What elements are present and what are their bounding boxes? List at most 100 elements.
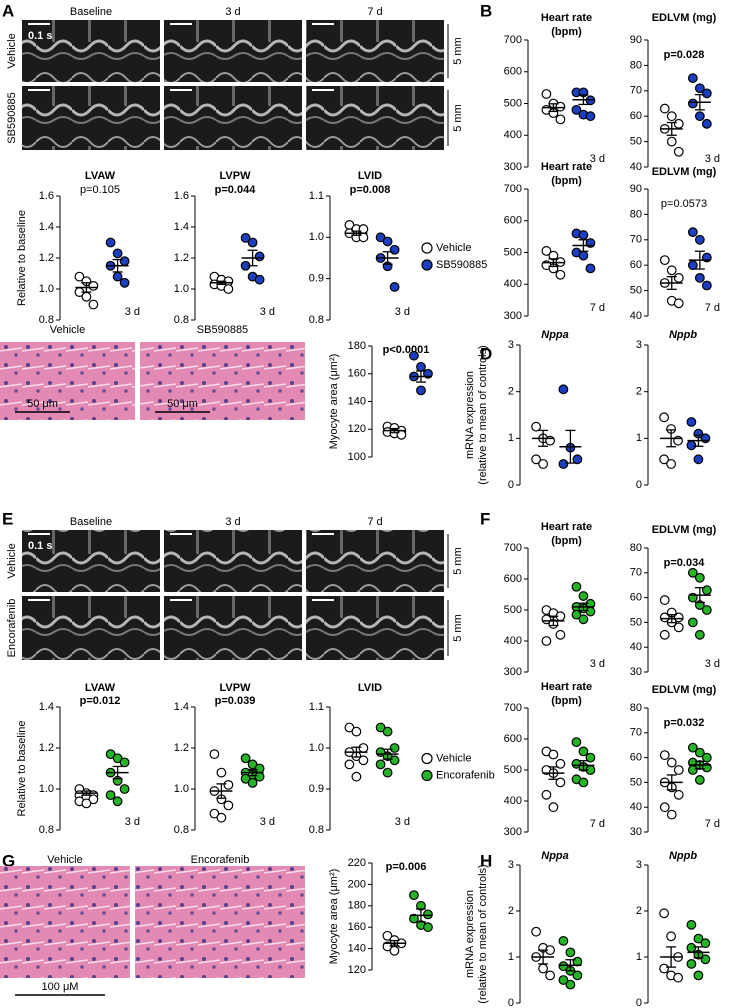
- data-point: [81, 798, 92, 809]
- data-point: [112, 248, 123, 259]
- data-point: [666, 809, 677, 820]
- data-point: [694, 273, 705, 283]
- y-axis-label: Relative to baseline: [16, 210, 28, 306]
- data-point: [687, 742, 698, 753]
- chart-title: Nppb: [669, 329, 697, 341]
- y-tick-label: 80: [630, 702, 642, 714]
- chart-title: Heart rate: [541, 161, 592, 173]
- p-value: p=0.006: [386, 861, 427, 873]
- data-point: [673, 972, 683, 983]
- data-point: [701, 88, 712, 99]
- data-point: [659, 750, 670, 761]
- y-tick-label: 2: [636, 386, 642, 398]
- y-tick-label: 1.6: [39, 190, 54, 202]
- histology-image: [0, 866, 130, 978]
- p-value: p=0.034: [664, 557, 706, 569]
- data-point: [105, 749, 116, 760]
- y-tick-label: 30: [630, 666, 642, 678]
- y-tick-label: 0: [508, 997, 514, 1008]
- data-point: [416, 361, 426, 372]
- data-point: [694, 572, 705, 583]
- data-point: [409, 913, 419, 924]
- chart-title: (bpm): [551, 26, 582, 38]
- column-label: Baseline: [70, 516, 112, 528]
- y-tick-label: 500: [504, 97, 522, 109]
- time-note: 3 d: [125, 816, 140, 828]
- data-point: [112, 271, 123, 282]
- y-tick-label: 600: [504, 66, 522, 78]
- data-point: [358, 224, 369, 234]
- y-tick-label: 0: [636, 997, 642, 1008]
- y-tick-label: 1.0: [174, 783, 189, 795]
- data-point: [666, 757, 677, 768]
- y-tick-label: 1.2: [39, 252, 54, 264]
- panel-label: H: [480, 851, 492, 870]
- data-point: [686, 417, 697, 427]
- y-tick-label: 100: [348, 451, 366, 463]
- echo-image: [306, 86, 444, 150]
- y-tick-label: 70: [630, 567, 642, 579]
- data-point: [223, 284, 234, 294]
- data-point: [396, 429, 407, 440]
- column-label: Vehicle: [47, 854, 82, 866]
- data-point: [578, 746, 589, 757]
- data-point: [687, 260, 698, 271]
- y-axis-label: Relative to baseline: [16, 720, 28, 816]
- data-point: [105, 237, 116, 248]
- data-point: [389, 244, 400, 255]
- legend-label: SB590885: [436, 259, 487, 271]
- data-point: [686, 959, 697, 969]
- chart-title: Nppa: [541, 850, 569, 862]
- y-tick-label: 80: [630, 208, 642, 220]
- echo-image: [164, 530, 302, 592]
- echo-image: [22, 530, 160, 592]
- y-tick-label: 180: [348, 900, 366, 912]
- chart-title: EDLVM (mg): [652, 684, 717, 696]
- data-point: [687, 73, 698, 83]
- y-tick-label: 0: [508, 479, 514, 491]
- data-point: [351, 771, 362, 782]
- data-point: [254, 251, 265, 262]
- legend-label: Vehicle: [436, 242, 471, 254]
- data-point: [558, 384, 569, 395]
- y-tick-label: 60: [630, 592, 642, 604]
- y-tick-label: 1: [636, 951, 642, 963]
- data-point: [659, 802, 670, 813]
- chart-title: LVAW: [85, 682, 116, 694]
- data-point: [701, 118, 712, 129]
- time-note: 7 d: [590, 302, 605, 314]
- y-tick-label: 1.2: [174, 252, 189, 264]
- data-point: [701, 605, 712, 615]
- data-point: [659, 454, 669, 465]
- p-value: p=0.0573: [661, 198, 707, 210]
- panel-label: F: [480, 509, 490, 528]
- data-point: [659, 629, 670, 640]
- y-tick-label: 50: [630, 285, 642, 297]
- y-tick-label: 700: [504, 183, 522, 195]
- data-point: [541, 789, 552, 800]
- echo-image: [22, 596, 160, 660]
- data-point: [254, 763, 265, 774]
- chart-title: LVPW: [220, 170, 252, 182]
- y-tick-label: 400: [504, 129, 522, 141]
- y-tick-label: 1.0: [174, 283, 189, 295]
- y-tick-label: 400: [504, 795, 522, 807]
- data-point: [659, 103, 670, 114]
- y-tick-label: 500: [504, 246, 522, 258]
- data-point: [687, 765, 698, 775]
- y-axis-label: mRNA expression: [464, 890, 476, 978]
- data-point: [558, 459, 569, 469]
- data-point: [119, 757, 130, 768]
- data-point: [578, 591, 589, 601]
- column-label: Vehicle: [50, 324, 85, 336]
- data-point: [538, 963, 548, 974]
- data-point: [389, 743, 400, 753]
- data-point: [659, 412, 669, 423]
- p-value: p=0.008: [350, 184, 391, 196]
- data-point: [694, 747, 705, 758]
- data-point: [105, 790, 116, 801]
- chart-title: Heart rate: [541, 521, 592, 533]
- y-tick-label: 40: [630, 310, 642, 322]
- data-point: [240, 232, 251, 243]
- chart-title: LVAW: [85, 170, 116, 182]
